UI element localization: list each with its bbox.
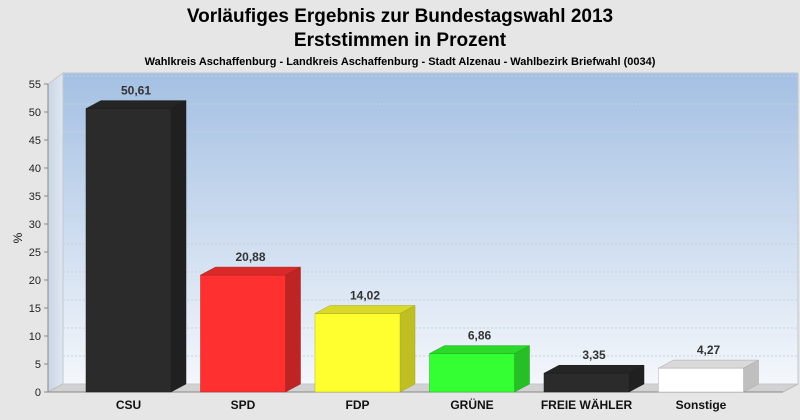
x-tick-label: SPD (231, 398, 256, 412)
y-tick-label: 45 (29, 135, 41, 147)
bar-side (170, 100, 187, 393)
x-tick-label: FDP (346, 398, 370, 412)
y-tick-label: 55 (29, 79, 41, 91)
x-axis: CSU SPD FDP GRÜNE FREIE WÄHLER Sonstige (116, 397, 727, 412)
bar-front (543, 372, 630, 393)
bar-fdp (314, 305, 416, 393)
data-label: 50,61 (121, 84, 151, 98)
x-tick-label: GRÜNE (450, 397, 493, 412)
bar-freie-wähler (543, 364, 645, 393)
chart-subtitle: Erststimmen in Prozent (294, 30, 507, 51)
data-label: 14,02 (350, 288, 380, 302)
y-tick-label: 5 (35, 359, 41, 371)
chart-title: Vorläufiges Ergebnis zur Bundestagswahl … (187, 6, 613, 27)
bar-front (200, 274, 286, 393)
x-tick-label: Sonstige (676, 398, 727, 412)
chart-caption: Wahlkreis Aschaffenburg - Landkreis Asch… (145, 56, 656, 68)
data-label: 4,27 (697, 343, 721, 357)
y-tick-label: 30 (29, 219, 41, 231)
bar-top (658, 359, 759, 369)
y-tick-label: 10 (29, 331, 41, 343)
data-label: 6,86 (468, 329, 492, 343)
y-axis-label: % (11, 232, 25, 243)
x-tick-label: FREIE WÄHLER (541, 397, 633, 412)
bar-spd (200, 266, 301, 393)
gridlines (63, 75, 798, 357)
bar-front (85, 108, 172, 393)
bar-sonstige (658, 359, 759, 393)
data-label: 3,35 (582, 348, 606, 362)
bar-grüne (429, 345, 530, 393)
y-tick-label: 25 (29, 247, 41, 259)
bar-csu (85, 100, 187, 393)
bar-top (200, 266, 301, 276)
plot-side-wall (47, 72, 64, 393)
data-label: 20,88 (235, 250, 265, 264)
bar-front (429, 353, 515, 393)
data-labels: 50,61 20,88 14,02 6,86 3,35 4,27 (121, 84, 721, 363)
y-tick-label: 35 (29, 191, 41, 203)
y-tick-label: 40 (29, 163, 41, 175)
y-tick-label: 50 (29, 107, 41, 119)
y-axis: 0 5 10 15 20 25 30 35 40 45 50 55 (29, 79, 48, 399)
bar-top (85, 100, 187, 109)
bar-top (314, 305, 416, 314)
x-tick-label: CSU (116, 398, 141, 412)
bars (85, 100, 759, 393)
y-tick-label: 0 (35, 387, 41, 399)
y-tick-label: 15 (29, 303, 41, 315)
bar-side (285, 266, 301, 393)
bar-top (429, 345, 530, 354)
bar-side (399, 305, 416, 393)
bar-top (543, 364, 645, 374)
y-tick-label: 20 (29, 275, 41, 287)
bar-front (314, 313, 401, 393)
bar-front (658, 367, 744, 393)
